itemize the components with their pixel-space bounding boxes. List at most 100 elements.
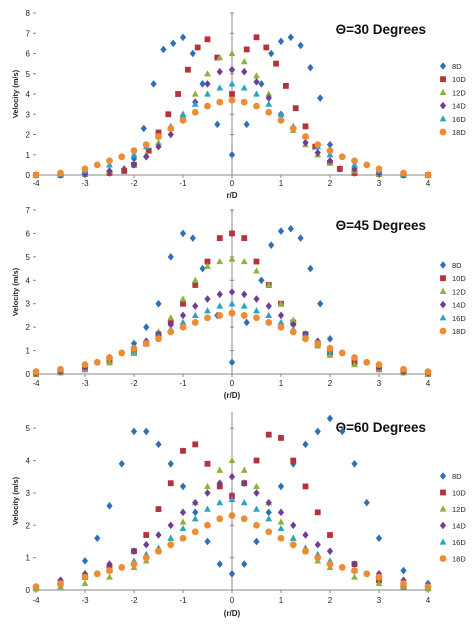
data-point — [228, 358, 236, 367]
y-tick-label: 8 — [26, 9, 31, 18]
data-point — [277, 508, 285, 517]
data-point — [228, 456, 236, 464]
data-point — [155, 299, 162, 308]
data-point — [191, 100, 199, 107]
data-point — [375, 534, 383, 543]
data-point — [302, 138, 309, 147]
data-point — [400, 580, 407, 587]
legend-label: 8D — [452, 261, 462, 270]
data-point — [179, 482, 187, 491]
data-point — [290, 521, 297, 530]
data-point — [277, 524, 285, 532]
data-point — [241, 290, 248, 299]
data-point — [192, 508, 199, 517]
series-18D — [32, 512, 432, 591]
data-point — [155, 335, 162, 343]
data-point — [314, 148, 321, 157]
chart-title: Θ=30 Degrees — [336, 22, 426, 37]
data-point — [192, 498, 199, 507]
data-point — [216, 84, 224, 91]
legend-label: 18D — [452, 327, 466, 336]
data-point — [155, 531, 162, 539]
data-point — [253, 307, 260, 314]
data-point — [243, 46, 250, 53]
x-tick-label: -4 — [32, 596, 40, 605]
y-axis-label: Velocity (m/s) — [11, 476, 20, 525]
legend-label: 12D — [452, 505, 466, 514]
data-point — [167, 534, 175, 541]
y-tick-label: 2 — [26, 323, 31, 332]
legend: 8D 10D 12D 14D 16D 18D — [439, 261, 466, 336]
data-point — [142, 554, 150, 562]
data-point — [228, 150, 236, 159]
data-point — [277, 110, 285, 117]
data-point — [351, 354, 358, 361]
data-point — [175, 91, 181, 97]
data-point — [204, 482, 211, 490]
legend-label: 18D — [452, 128, 466, 137]
data-point — [327, 532, 333, 538]
data-point — [240, 302, 248, 309]
x-tick-label: -1 — [179, 596, 187, 605]
data-point — [277, 311, 285, 320]
data-point — [228, 472, 236, 481]
data-point — [290, 457, 297, 464]
data-point — [57, 365, 64, 373]
data-point — [192, 441, 199, 448]
data-point — [167, 521, 174, 530]
data-point — [130, 344, 138, 352]
data-point — [228, 495, 236, 502]
data-point — [204, 460, 211, 467]
legend-label: 10D — [452, 489, 466, 498]
data-point — [265, 302, 272, 310]
data-point — [180, 300, 186, 307]
data-point — [277, 318, 285, 326]
legend-marker — [439, 327, 447, 335]
data-point — [167, 125, 175, 132]
x-tick-label: -3 — [81, 379, 89, 388]
data-point — [118, 459, 125, 468]
x-tick-label: 4 — [426, 179, 431, 188]
data-point — [194, 44, 201, 51]
data-point — [302, 440, 309, 449]
data-point — [216, 466, 224, 473]
legend-label: 18D — [452, 555, 466, 564]
data-point — [143, 323, 150, 331]
data-point — [400, 566, 407, 575]
data-point — [289, 125, 297, 132]
data-point — [375, 573, 383, 581]
data-point — [268, 49, 275, 58]
data-point — [351, 161, 358, 168]
x-tick-label: 1 — [279, 379, 284, 388]
data-point — [143, 532, 150, 538]
data-point — [228, 96, 236, 104]
data-point — [339, 427, 346, 436]
data-point — [81, 579, 89, 587]
data-point — [118, 153, 126, 161]
data-point — [106, 354, 113, 361]
data-point — [32, 171, 40, 179]
data-point — [265, 515, 273, 522]
data-point — [94, 534, 101, 543]
data-point — [199, 80, 206, 88]
data-point — [277, 227, 285, 235]
x-tick-label: -3 — [81, 596, 89, 605]
data-point — [314, 340, 322, 347]
data-point — [253, 489, 260, 497]
data-point — [216, 302, 224, 309]
y-tick-label: 2 — [26, 521, 31, 530]
data-point — [216, 235, 223, 242]
legend-label: 16D — [452, 538, 466, 547]
data-point — [265, 108, 273, 116]
data-point — [93, 358, 101, 366]
data-point — [179, 323, 187, 331]
data-point — [57, 169, 64, 177]
x-tick-label: 2 — [328, 596, 333, 605]
data-point — [241, 235, 248, 242]
data-point — [216, 515, 224, 523]
legend-label: 12D — [452, 287, 466, 296]
data-point — [265, 508, 272, 517]
data-point — [216, 67, 223, 76]
data-point — [121, 168, 128, 174]
